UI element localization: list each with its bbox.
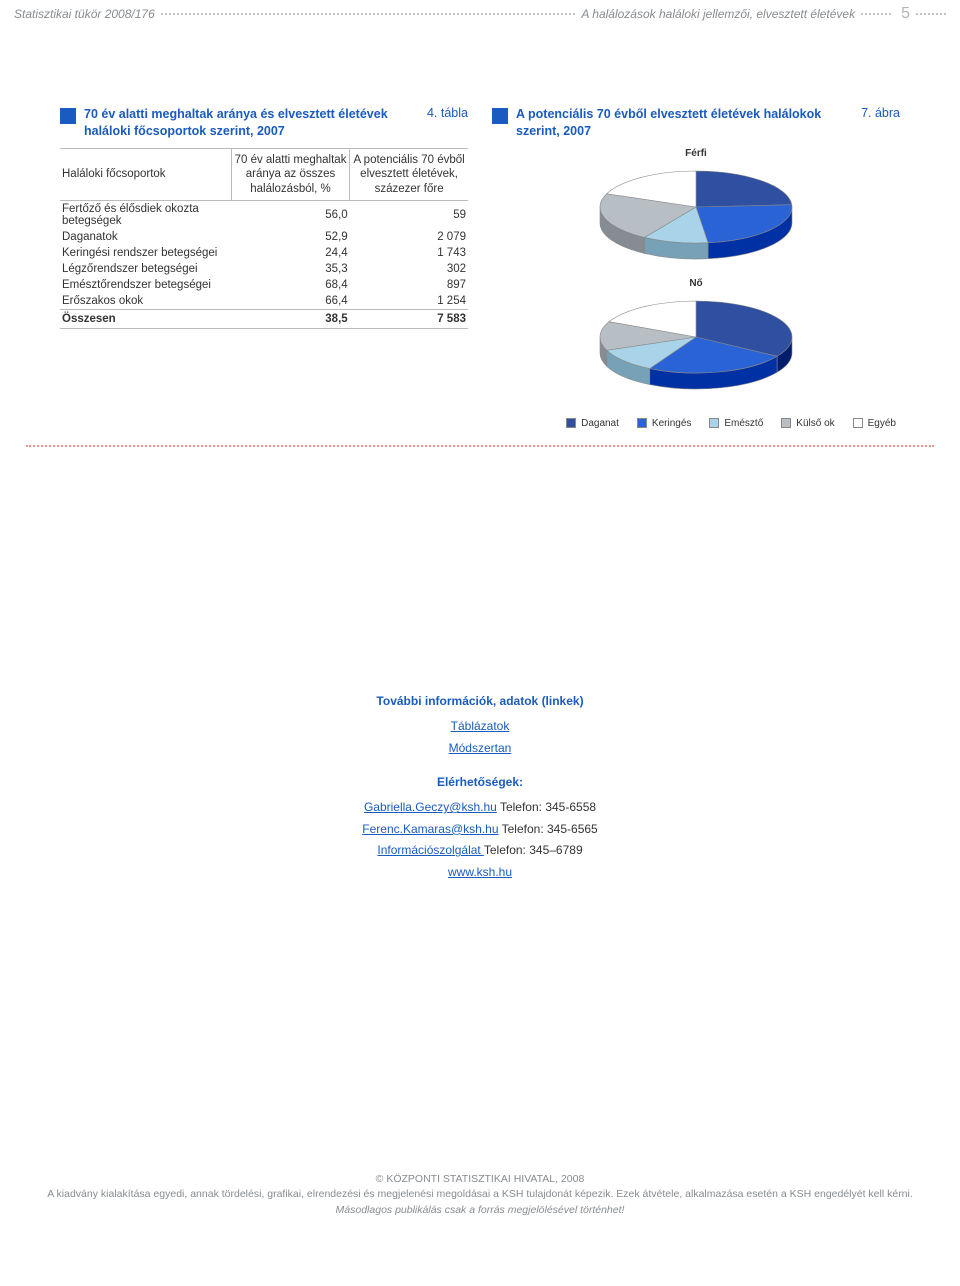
legend-item: Daganat <box>566 418 619 429</box>
table-row: Légzőrendszer betegségei35,3302 <box>60 261 468 277</box>
header-left: Statisztikai tükör 2008/176 <box>14 7 155 21</box>
legend-item: Külső ok <box>781 418 834 429</box>
header-right: A halálozások haláloki jellemzői, elvesz… <box>581 7 855 21</box>
contact-line: Gabriella.Geczy@ksh.hu Telefon: 345-6558 <box>326 797 634 819</box>
chart-block: A potenciális 70 évből elvesztett életév… <box>492 106 900 398</box>
link-tablazatok[interactable]: Táblázatok <box>326 716 634 738</box>
table-row: Emésztőrendszer betegségei68,4897 <box>60 277 468 293</box>
table-sum-row: Összesen38,57 583 <box>60 309 468 328</box>
th-pct: 70 év alatti meghaltak aránya az összes … <box>231 148 349 200</box>
table-title: 70 év alatti meghaltak aránya és elveszt… <box>84 106 413 140</box>
info-heading-2: Elérhetőségek: <box>326 772 634 794</box>
legend-label: Emésztő <box>724 418 763 429</box>
data-table: Haláloki főcsoportok 70 év alatti meghal… <box>60 148 468 329</box>
legend-swatch <box>566 418 576 428</box>
chart-title: A potenciális 70 évből elvesztett életév… <box>516 106 847 140</box>
square-icon <box>60 108 76 124</box>
legend-item: Keringés <box>637 418 691 429</box>
chart-legend: Daganat Keringés Emésztő Külső ok Egyéb <box>60 418 900 429</box>
contact-link[interactable]: Információszolgálat <box>377 843 484 857</box>
page-number: 5 <box>901 5 910 23</box>
legend-label: Keringés <box>652 418 691 429</box>
table-row: Daganatok52,92 079 <box>60 229 468 245</box>
table-block: 70 év alatti meghaltak aránya és elveszt… <box>60 106 468 398</box>
female-label: Nő <box>492 278 900 289</box>
section-divider <box>26 445 934 447</box>
footer-copyright: © KÖZPONTI STATISZTIKAI HIVATAL, 2008 <box>40 1172 920 1188</box>
legend-label: Daganat <box>581 418 619 429</box>
legend-item: Emésztő <box>709 418 763 429</box>
info-card: További információk, adatok (linkek) Táb… <box>300 669 660 912</box>
header-taildots <box>861 13 891 15</box>
page-footer: © KÖZPONTI STATISZTIKAI HIVATAL, 2008 A … <box>0 1172 960 1239</box>
legend-swatch <box>637 418 647 428</box>
footer-terms: A kiadvány kialakítása egyedi, annak tör… <box>40 1187 920 1203</box>
pie-chart-female <box>576 291 816 395</box>
square-icon <box>492 108 508 124</box>
legend-label: Külső ok <box>796 418 834 429</box>
pie-chart-male <box>576 161 816 265</box>
legend-item: Egyéb <box>853 418 896 429</box>
table-row: Fertőző és élősdiek okozta betegségek56,… <box>60 200 468 229</box>
th-years: A potenciális 70 évből elvesztett életév… <box>350 148 468 200</box>
link-wwwksh[interactable]: www.ksh.hu <box>326 862 634 884</box>
page-header: Statisztikai tükör 2008/176 A halálozáso… <box>0 0 960 24</box>
table-row: Erőszakos okok66,41 254 <box>60 293 468 310</box>
legend-swatch <box>709 418 719 428</box>
th-groups: Haláloki főcsoportok <box>60 148 231 200</box>
link-modszertan[interactable]: Módszertan <box>326 738 634 760</box>
contact-link[interactable]: Gabriella.Geczy@ksh.hu <box>364 800 497 814</box>
legend-swatch <box>853 418 863 428</box>
chart-number: 7. ábra <box>861 106 900 120</box>
header-taildots-2 <box>916 13 946 15</box>
info-heading-1: További információk, adatok (linkek) <box>326 691 634 713</box>
legend-swatch <box>781 418 791 428</box>
contact-line: Ferenc.Kamaras@ksh.hu Telefon: 345-6565 <box>326 819 634 841</box>
contact-link[interactable]: Ferenc.Kamaras@ksh.hu <box>362 822 498 836</box>
contact-line: Információszolgálat Telefon: 345–6789 <box>326 840 634 862</box>
header-dots <box>161 13 576 15</box>
content-card: 70 év alatti meghaltak aránya és elveszt… <box>24 80 936 483</box>
footer-citation: Másodlagos publikálás csak a forrás megj… <box>40 1203 920 1219</box>
table-row: Keringési rendszer betegségei24,41 743 <box>60 245 468 261</box>
table-number: 4. tábla <box>427 106 468 120</box>
legend-label: Egyéb <box>868 418 896 429</box>
male-label: Férfi <box>492 148 900 159</box>
